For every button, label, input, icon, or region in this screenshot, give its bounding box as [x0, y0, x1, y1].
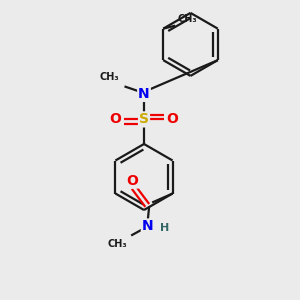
Text: N: N — [138, 87, 150, 101]
Text: H: H — [160, 223, 170, 233]
Text: CH₃: CH₃ — [108, 238, 127, 248]
Text: S: S — [139, 112, 149, 126]
Text: O: O — [167, 112, 178, 126]
Text: N: N — [142, 220, 154, 233]
Text: O: O — [110, 112, 122, 126]
Text: CH₃: CH₃ — [178, 14, 197, 24]
Text: CH₃: CH₃ — [100, 73, 119, 82]
Text: O: O — [126, 174, 138, 188]
